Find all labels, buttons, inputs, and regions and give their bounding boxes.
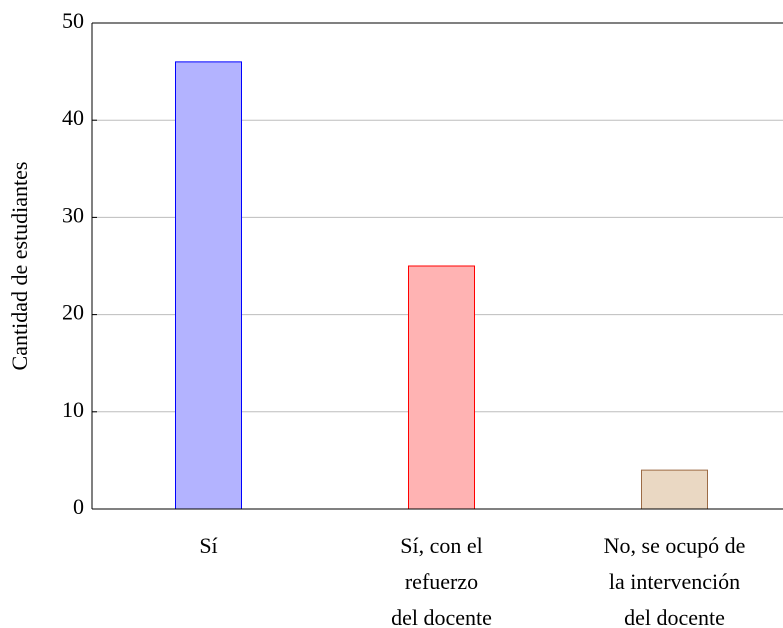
bar: [641, 469, 708, 510]
bar: [175, 61, 242, 510]
x-tick-label: del docente: [624, 605, 725, 628]
bar: [408, 265, 475, 510]
x-tick-label: refuerzo: [405, 569, 478, 594]
y-tick-label: 50: [62, 8, 84, 33]
y-tick-label: 40: [62, 105, 84, 130]
y-tick-label: 0: [73, 494, 84, 519]
x-tick-label: del docente: [391, 605, 492, 628]
y-tick-label: 10: [62, 397, 84, 422]
x-tick-label: No, se ocupó de: [604, 533, 746, 558]
y-tick-label: 20: [62, 300, 84, 325]
x-tick-label: la intervención: [609, 569, 740, 594]
x-tick-label: Sí: [199, 533, 217, 558]
y-tick-label: 30: [62, 202, 84, 227]
y-axis-label: Cantidad de estudiantes: [7, 162, 32, 371]
x-tick-label: Sí, con el: [400, 533, 483, 558]
